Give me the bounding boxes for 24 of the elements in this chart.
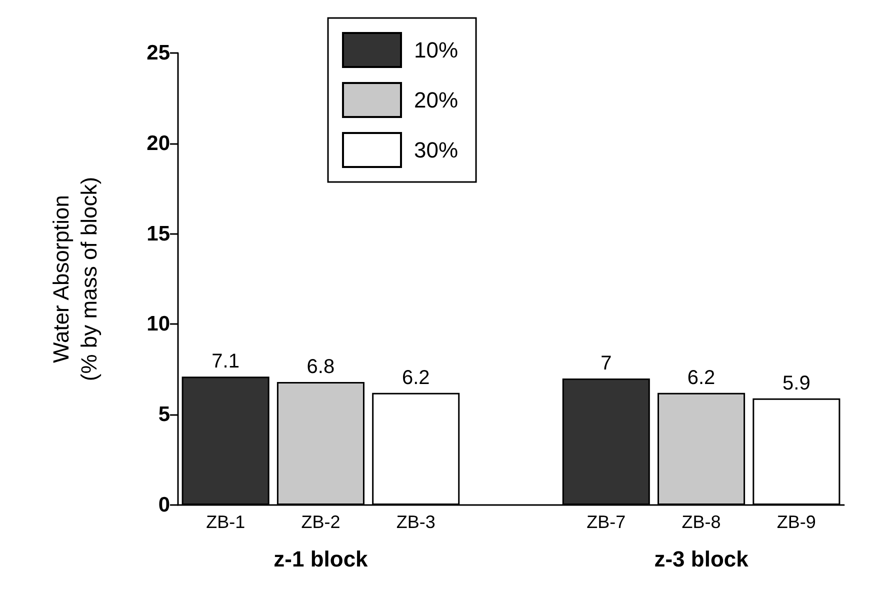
y-axis-title: Water Absorption (% by mass of block): [48, 176, 102, 382]
y-tick-label: 10: [146, 312, 170, 336]
y-tick-label: 20: [146, 132, 170, 155]
data-label: 6.2: [402, 366, 430, 389]
text: z-3 block: [654, 546, 750, 572]
data-label: 7: [600, 352, 612, 374]
y-tick-label: 25: [146, 42, 170, 64]
legend-label: 30%: [414, 138, 458, 162]
data-label: 5.9: [782, 372, 810, 394]
data-label: 6.8: [306, 356, 335, 378]
x-tick-label: ZB-1: [206, 512, 246, 532]
data-label: 6.2: [687, 366, 716, 389]
y-tick-label: 15: [146, 222, 170, 246]
x-tick-label: ZB-3: [396, 512, 436, 532]
legend-label: 10%: [414, 38, 458, 62]
x-tick-label: ZB-8: [682, 512, 721, 532]
y-tick-label: 5: [158, 403, 170, 426]
data-label: 7.1: [212, 350, 240, 373]
x-tick-label: ZB-7: [586, 512, 626, 532]
legend-label: 20%: [414, 88, 458, 112]
x-tick-label: ZB-9: [776, 512, 816, 532]
y-tick-label: 0: [158, 494, 170, 516]
text: z-1 block: [274, 546, 369, 572]
x-tick-label: ZB-2: [301, 512, 340, 532]
